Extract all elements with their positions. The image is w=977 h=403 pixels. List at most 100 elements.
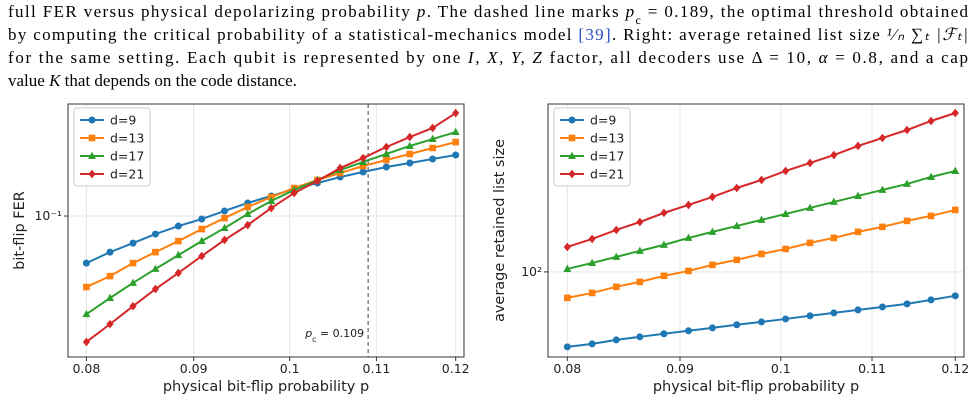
marker xyxy=(927,212,935,220)
x-tick-label: 0.12 xyxy=(442,361,470,376)
marker xyxy=(359,168,367,176)
x-tick-label: 0.11 xyxy=(363,361,391,376)
legend-label: d=17 xyxy=(110,149,144,164)
plot-frame xyxy=(547,103,965,358)
marker xyxy=(175,237,182,245)
legend-label: d=21 xyxy=(590,167,624,182)
marker xyxy=(903,179,912,187)
marker xyxy=(359,153,367,163)
marker xyxy=(588,234,596,244)
marker xyxy=(830,234,838,242)
marker xyxy=(83,283,90,291)
marker xyxy=(733,256,741,264)
marker xyxy=(82,337,91,347)
marker xyxy=(220,235,229,245)
x-tick-label: 0.11 xyxy=(858,361,886,376)
marker xyxy=(174,268,182,278)
marker xyxy=(383,156,390,164)
marker xyxy=(336,163,344,173)
caption-span: by computing the critical probability of… xyxy=(8,25,577,44)
marker xyxy=(806,203,815,211)
marker xyxy=(708,192,717,202)
marker xyxy=(758,250,765,258)
caption-span: factor, all decoders use Δ = 10, xyxy=(544,48,817,67)
marker xyxy=(429,155,437,163)
caption-span: = 0.189, the optimal threshold obtained xyxy=(642,2,968,21)
marker xyxy=(428,134,437,143)
marker xyxy=(732,221,741,229)
marker xyxy=(313,176,322,186)
marker xyxy=(290,188,298,198)
marker xyxy=(903,300,911,308)
x-tick-label: 0.08 xyxy=(72,361,100,376)
marker xyxy=(660,330,668,338)
marker xyxy=(636,333,644,341)
marker xyxy=(452,138,459,146)
marker xyxy=(563,264,572,272)
caption-line: for the same setting. Each qubit is repr… xyxy=(8,48,968,67)
marker xyxy=(685,267,692,275)
legend-label: d=9 xyxy=(110,113,136,128)
marker xyxy=(151,284,160,294)
marker xyxy=(684,327,692,335)
legend-label: d=17 xyxy=(590,149,624,164)
legend-label: d=21 xyxy=(110,167,144,182)
x-tick-label: 0.08 xyxy=(553,361,581,376)
marker xyxy=(429,144,436,152)
marker xyxy=(197,236,206,245)
marker xyxy=(151,230,159,238)
marker xyxy=(903,217,911,225)
x-tick-label: 0.09 xyxy=(666,361,694,376)
caption-span: I, X, Y, Z xyxy=(467,48,543,67)
marker xyxy=(244,203,251,211)
marker xyxy=(782,166,790,176)
caption-span: K xyxy=(48,71,62,90)
marker xyxy=(220,223,229,232)
marker xyxy=(878,133,886,143)
marker xyxy=(757,318,765,326)
x-tick-label: 0.1 xyxy=(280,361,300,376)
legend-label: d=13 xyxy=(110,131,144,146)
marker xyxy=(878,303,886,311)
marker xyxy=(806,158,814,168)
marker xyxy=(452,108,460,118)
marker xyxy=(88,169,96,179)
marker xyxy=(88,116,96,124)
marker xyxy=(451,127,460,136)
caption-line: by computing the critical probability of… xyxy=(8,25,968,44)
marker xyxy=(781,209,790,217)
marker xyxy=(806,239,814,247)
caption-span: for the same setting. Each qubit is repr… xyxy=(8,48,466,67)
caption-span: . Right: average retained list size xyxy=(612,25,885,44)
marker xyxy=(757,175,766,185)
marker xyxy=(82,259,90,267)
caption-span: p xyxy=(304,327,312,340)
marker xyxy=(951,206,959,214)
marker xyxy=(221,214,228,222)
marker xyxy=(733,183,741,193)
marker xyxy=(782,245,789,253)
marker xyxy=(612,252,621,260)
marker xyxy=(221,207,229,215)
marker xyxy=(782,315,790,323)
marker xyxy=(129,259,137,267)
marker xyxy=(636,217,644,227)
marker xyxy=(105,293,114,302)
caption-span: = 0.8, and a cap xyxy=(829,48,968,67)
caption-span: ¹⁄ₙ ∑ₜ |ℱₜ| xyxy=(887,25,968,44)
marker xyxy=(829,197,838,205)
marker xyxy=(830,150,838,160)
marker xyxy=(806,312,814,320)
marker xyxy=(951,166,960,174)
marker xyxy=(854,191,862,199)
marker xyxy=(106,272,114,280)
marker xyxy=(382,163,390,171)
marker xyxy=(660,272,668,280)
marker xyxy=(927,296,935,304)
marker xyxy=(174,222,182,230)
marker xyxy=(927,172,936,180)
marker xyxy=(106,319,114,329)
marker xyxy=(267,203,275,213)
caption-span: p xyxy=(416,2,426,21)
marker xyxy=(382,142,390,152)
